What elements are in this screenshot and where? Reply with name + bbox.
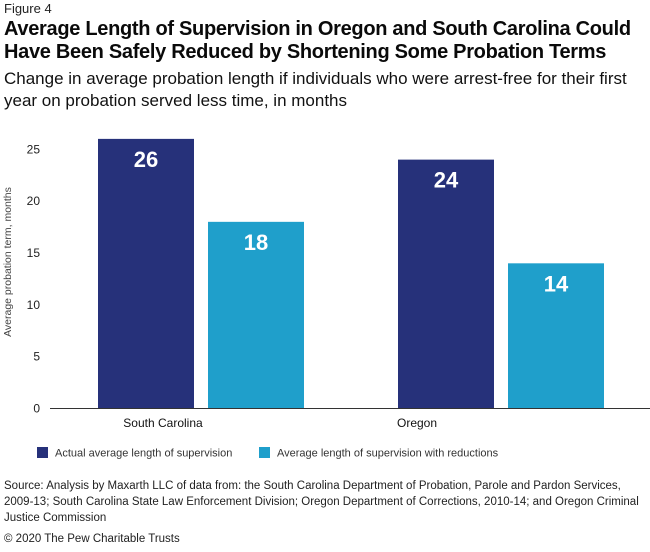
legend-swatch xyxy=(37,447,48,458)
legend-label: Actual average length of supervision xyxy=(55,448,232,460)
x-tick-label: Oregon xyxy=(397,416,437,430)
bar-value-label: 24 xyxy=(434,168,459,193)
chart-title: Average Length of Supervision in Oregon … xyxy=(4,18,631,63)
figure-label: Figure 4 xyxy=(4,1,52,16)
bar-value-label: 18 xyxy=(244,230,268,255)
y-axis-label: Average probation term, months xyxy=(2,187,14,337)
bar xyxy=(508,263,604,409)
bar-value-label: 14 xyxy=(544,271,569,296)
y-tick-label: 0 xyxy=(33,402,40,416)
bar xyxy=(98,138,194,409)
bar xyxy=(208,221,304,409)
y-tick-label: 5 xyxy=(33,350,40,364)
y-tick-label: 25 xyxy=(27,142,41,156)
source-note: Source: Analysis by Maxarth LLC of data … xyxy=(4,480,639,524)
legend-label: Average length of supervision with reduc… xyxy=(277,448,499,460)
x-tick-label: South Carolina xyxy=(123,416,203,430)
chart-subtitle: Change in average probation length if in… xyxy=(4,69,627,110)
y-tick-label: 20 xyxy=(27,194,41,208)
bar-value-label: 26 xyxy=(134,147,158,172)
legend-swatch xyxy=(259,447,270,458)
y-tick-label: 10 xyxy=(27,298,41,312)
copyright-note: © 2020 The Pew Charitable Trusts xyxy=(4,533,180,545)
bar xyxy=(398,159,494,409)
bar-chart: 0 5 10 15 20 25 Average probation term, months… xyxy=(2,138,650,460)
y-tick-label: 15 xyxy=(27,246,41,260)
